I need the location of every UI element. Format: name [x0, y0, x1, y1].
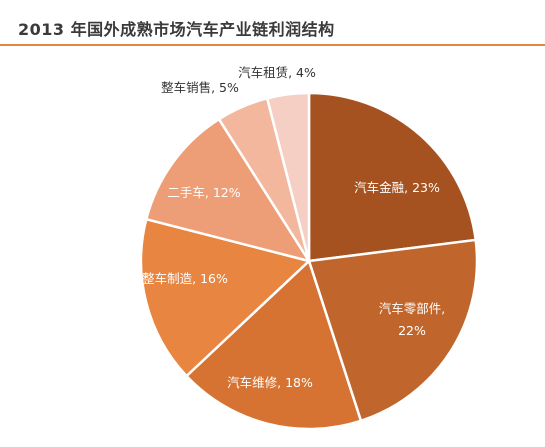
slice-label-3: 整车制造, 16%	[142, 271, 228, 286]
chart-title: 2013 年国外成熟市场汽车产业链利润结构	[18, 20, 335, 39]
pie-slice-2	[185, 259, 363, 431]
slice-label-4: 二手车, 12%	[167, 185, 240, 200]
slice-label-5: 整车销售, 5%	[161, 80, 239, 95]
slice-label-2: 汽车维修, 18%	[227, 375, 313, 390]
pie-slice-1	[307, 238, 479, 423]
slice-label-6: 汽车租赁, 4%	[238, 65, 316, 80]
slice-label-line: 二手车, 12%	[167, 185, 240, 200]
slice-label-line: 汽车零部件,	[379, 301, 445, 316]
slice-label-0: 汽车金融, 23%	[354, 180, 440, 195]
slice-label-1: 汽车零部件, 22%	[379, 301, 445, 338]
pie-slice-0	[307, 91, 477, 263]
slice-label-line: 整车制造, 16%	[142, 271, 228, 286]
pie-slice-4	[145, 117, 311, 263]
slice-label-line: 汽车维修, 18%	[227, 375, 313, 390]
pie-slice-3	[139, 217, 311, 378]
title-underline	[0, 44, 545, 46]
slice-label-line: 22%	[398, 323, 426, 338]
pie-slice-6	[265, 91, 311, 263]
slice-label-line: 汽车金融, 23%	[354, 180, 440, 195]
slice-label-line: 整车销售, 5%	[161, 80, 239, 95]
slice-label-line: 汽车租赁, 4%	[238, 65, 316, 80]
